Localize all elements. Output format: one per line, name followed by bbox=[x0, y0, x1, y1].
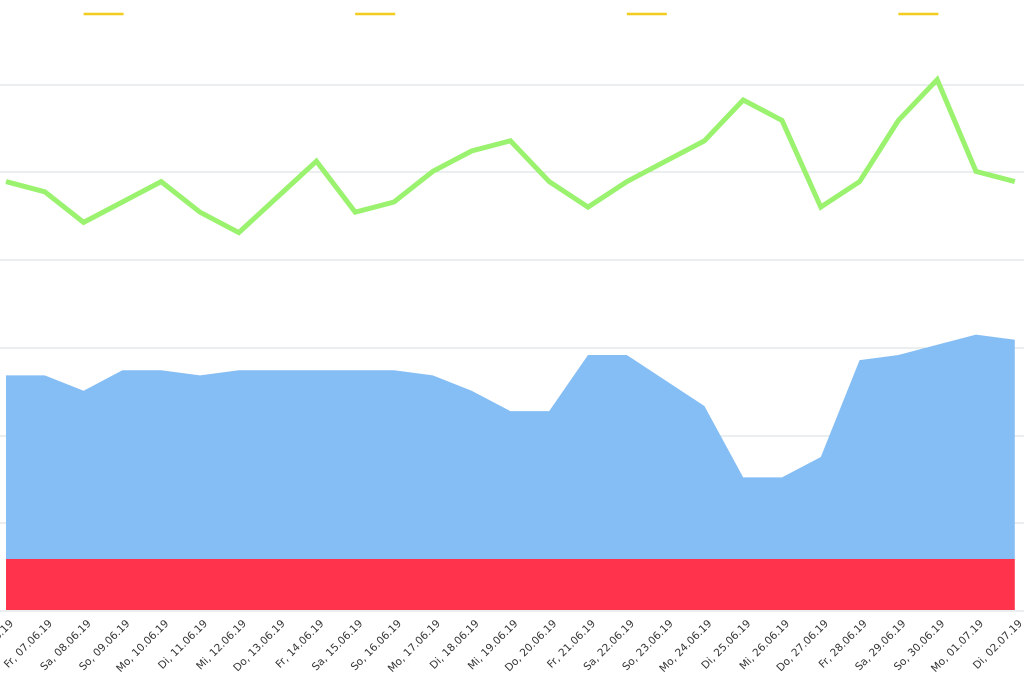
line-series bbox=[5, 75, 1016, 236]
area-series-1 bbox=[6, 334, 1015, 559]
area-series-0 bbox=[6, 559, 1015, 610]
line-series-0 bbox=[5, 75, 1016, 236]
area-series bbox=[6, 334, 1015, 610]
